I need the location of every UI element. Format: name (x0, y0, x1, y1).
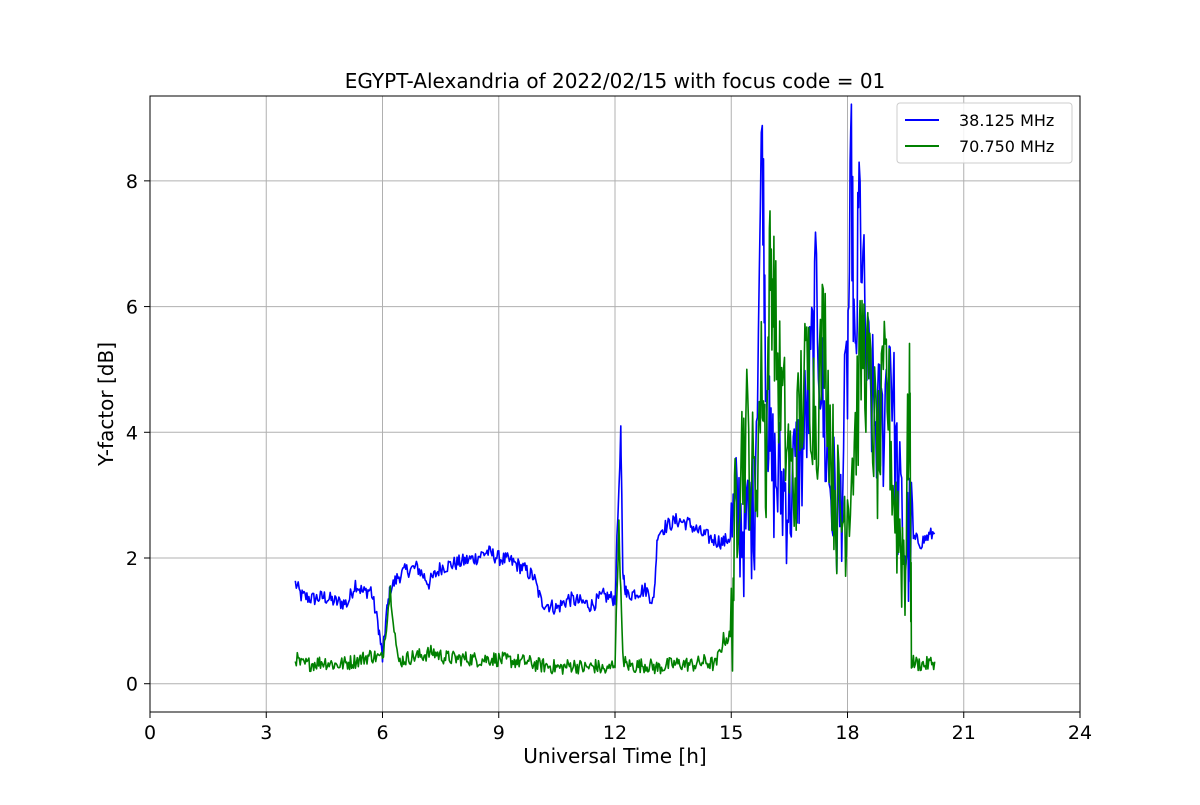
y-tick-label-2: 2 (126, 548, 138, 570)
series-line-1 (294, 210, 936, 675)
legend-label-70mhz: 70.750 MHz (959, 137, 1054, 156)
x-tick-label-24: 24 (1068, 722, 1092, 744)
x-tick-label-0: 0 (144, 722, 156, 744)
legend: 38.125 MHz 70.750 MHz (896, 102, 1073, 164)
y-tick-label-4: 4 (126, 422, 138, 444)
y-tick-label-8: 8 (126, 171, 138, 193)
grid-layer (149, 96, 1081, 712)
series-layer (294, 103, 936, 675)
series-line-0 (294, 103, 936, 663)
x-tick-label-6: 6 (376, 722, 388, 744)
y-axis-label: Y-factor [dB] (94, 342, 118, 467)
x-axis-label: Universal Time [h] (523, 744, 706, 768)
x-tick-label-18: 18 (835, 722, 859, 744)
x-tick-label-21: 21 (952, 722, 976, 744)
x-tick-label-15: 15 (719, 722, 743, 744)
x-tick-label-9: 9 (493, 722, 505, 744)
y-tick-label-0: 0 (126, 674, 138, 696)
chart-title: EGYPT-Alexandria of 2022/02/15 with focu… (345, 69, 886, 93)
legend-label-38mhz: 38.125 MHz (959, 111, 1054, 130)
y-tick-label-6: 6 (126, 297, 138, 319)
x-tick-label-3: 3 (260, 722, 272, 744)
legend-box (896, 102, 1073, 164)
x-tick-label-12: 12 (603, 722, 627, 744)
